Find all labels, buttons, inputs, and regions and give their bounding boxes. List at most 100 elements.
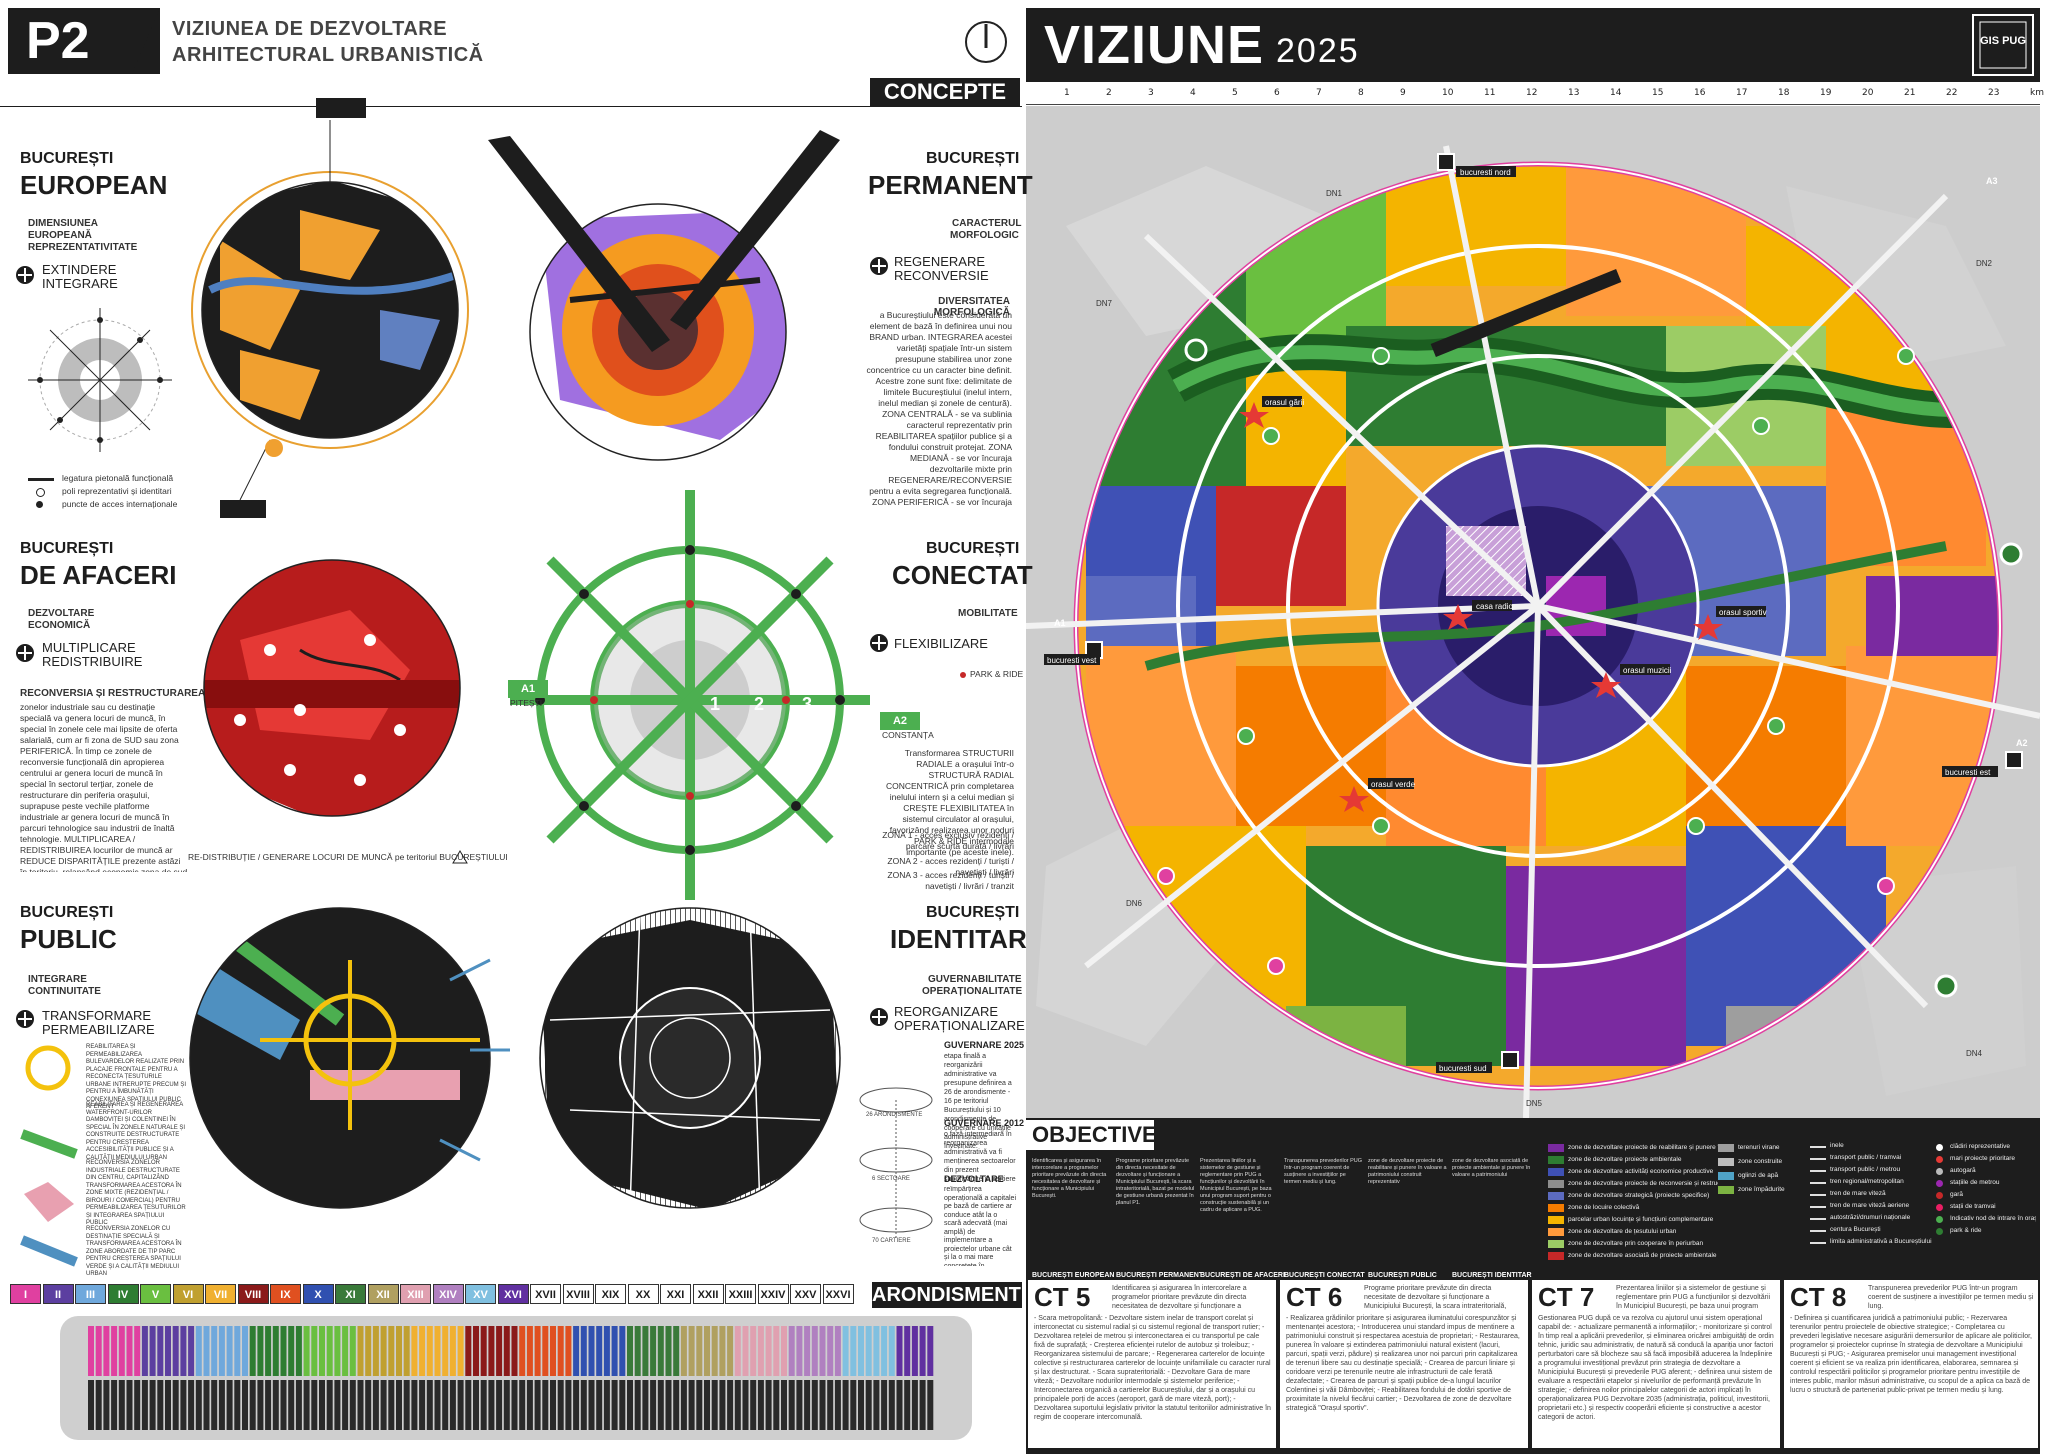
- ruler-tick: 5: [1232, 88, 1238, 98]
- map-label-casa-radio: casa radio: [1476, 602, 1513, 611]
- objective-title: OBJECTIVE: [1032, 1122, 1157, 1147]
- legend-text: autogară: [1950, 1167, 1976, 1174]
- cartier-stripe: [388, 1380, 395, 1430]
- arondisment-stripe: [896, 1326, 903, 1376]
- cartier-stripe: [365, 1380, 372, 1430]
- badge-corner: [132, 8, 160, 74]
- priority-project-stars: [1239, 402, 1723, 812]
- arondismente-title: ARONDISMENTE: [872, 1282, 1035, 1308]
- european-legend1: legatura pietonală funcțională: [62, 473, 174, 483]
- arondisment-stripe: [496, 1326, 503, 1376]
- legend-text: inele: [1830, 1142, 1844, 1149]
- arondisment-stripe: [819, 1326, 826, 1376]
- european-title: EUROPEAN: [20, 170, 168, 200]
- airport-runway: [1430, 269, 1622, 357]
- arondisment-stripe: [141, 1326, 148, 1376]
- arondisment-stripe: [927, 1326, 934, 1376]
- cartier-stripe: [657, 1380, 664, 1430]
- public-small-title: BUCUREȘTI: [20, 904, 114, 921]
- ruler-tick: 14: [1610, 88, 1622, 98]
- arondisment-stripe: [88, 1326, 94, 1376]
- legend-text: centura București: [1830, 1226, 1881, 1233]
- cartier-stripe: [473, 1380, 479, 1430]
- cartier-stripe: [704, 1380, 710, 1430]
- cartier-stripe: [811, 1380, 818, 1430]
- arondisment-swatch: VI: [172, 1284, 204, 1304]
- cartier-stripe: [134, 1380, 141, 1430]
- arondisment-stripe: [757, 1326, 764, 1376]
- afaceri-verb1: MULTIPLICARE: [42, 640, 136, 655]
- legend-text: Indicativ nod de intrare în oraș: [1950, 1215, 2036, 1222]
- header-subtitle-line1: VIZIUNEA DE DEZVOLTARE: [172, 18, 448, 40]
- legend-text: transport public / metrou: [1830, 1166, 1901, 1173]
- cartier-stripe: [480, 1380, 487, 1430]
- objective-group-label: BUCUREȘTI DE AFACERI: [1200, 1272, 1285, 1279]
- arondisment-stripe: [480, 1326, 487, 1376]
- afaceri-diagram: [203, 559, 461, 817]
- ruler-tick: 4: [1190, 88, 1196, 98]
- arondisment-stripe: [111, 1326, 118, 1376]
- arondisment-stripe: [188, 1326, 195, 1376]
- header-subtitle-line2: ARHITECTURAL URBANISTICĂ: [172, 44, 484, 66]
- arondisment-stripe: [211, 1326, 218, 1376]
- viziune-year: 2025: [1276, 32, 1360, 70]
- arondisment-stripe: [165, 1326, 171, 1376]
- cartier-stripe: [519, 1380, 526, 1430]
- label-constanta: CONSTANȚA: [882, 730, 934, 740]
- permanent-small-title: BUCUREȘTI: [926, 150, 1020, 167]
- cartier-stripe: [95, 1380, 102, 1430]
- cartier-stripe: [526, 1380, 533, 1430]
- map-label-est: bucuresti est: [1945, 768, 1991, 777]
- legend-swatch: [1548, 1180, 1564, 1188]
- objective-col: Programe prioritare prevăzute din direct…: [1116, 1158, 1195, 1206]
- cartier-stripe: [419, 1380, 426, 1430]
- arondisment-stripe: [765, 1326, 772, 1376]
- park-ride-label: PARK & RIDE: [970, 669, 1024, 679]
- legend-swatch: [1718, 1144, 1734, 1152]
- arondisment-swatch: XI: [335, 1284, 366, 1304]
- ruler-tick: 21: [1904, 88, 1916, 98]
- ruler-tick: 22: [1946, 88, 1958, 98]
- ruler-tick: 20: [1862, 88, 1874, 98]
- cartier-stripe: [457, 1380, 464, 1430]
- cartier-stripe: [550, 1380, 556, 1430]
- legend-text: zone de dezvoltare activități economice …: [1568, 1168, 1714, 1175]
- ruler-tick: 19: [1820, 88, 1832, 98]
- arondisment-stripe: [827, 1326, 834, 1376]
- identitar-verb2: OPERAȚIONALIZARE: [894, 1018, 1025, 1033]
- arondisment-swatch: IX: [270, 1284, 301, 1304]
- cartier-stripe: [103, 1380, 110, 1430]
- cartier-stripe: [688, 1380, 695, 1430]
- cartier-stripe: [634, 1380, 641, 1430]
- objective-col: Identificarea și asigurarea în intercore…: [1032, 1158, 1107, 1199]
- arondisment-swatch: XIX: [595, 1284, 626, 1304]
- cartier-stripe: [619, 1380, 626, 1430]
- legend-text: limita administrativă a Bucureștiului: [1830, 1238, 1932, 1245]
- identitar-small-title: BUCUREȘTI: [926, 904, 1020, 921]
- afaceri-title: DE AFACERI: [20, 560, 177, 590]
- objective-col: Transpunerea prevederilor PUG într-un pr…: [1284, 1158, 1363, 1185]
- cartier-stripe: [203, 1380, 210, 1430]
- arondisment-stripe: [904, 1326, 911, 1376]
- cartier-stripe: [680, 1380, 687, 1430]
- arondisment-stripe: [796, 1326, 803, 1376]
- cross-icon: [16, 266, 34, 284]
- arondisment-stripe: [888, 1326, 895, 1376]
- cartier-stripe: [742, 1380, 749, 1430]
- legend-text: zone de dezvoltare strategică (proiecte …: [1568, 1192, 1710, 1199]
- afaceri-small-title: BUCUREȘTI: [20, 540, 114, 557]
- road-a2: A2: [2016, 738, 2028, 748]
- arondisment-stripe: [696, 1326, 703, 1376]
- road-a1: A1: [1054, 618, 1066, 628]
- cartier-stripe: [727, 1380, 734, 1430]
- ct6-body: - Realizarea grădinilor prioritare și as…: [1286, 1315, 1520, 1412]
- divider: [0, 106, 1022, 107]
- ruler-tick: 15: [1652, 88, 1664, 98]
- cartier-stripe: [819, 1380, 826, 1430]
- ct5-body: - Scara metropolitană: - Dezvoltare sist…: [1034, 1315, 1271, 1421]
- european-small-title: BUCUREȘTI: [20, 150, 114, 167]
- arondisment-swatch: XXV: [790, 1284, 821, 1304]
- objective-group-label: BUCUREȘTI CONECTAT: [1284, 1272, 1365, 1279]
- cartier-stripe: [873, 1380, 880, 1430]
- cartier-stripe: [911, 1380, 918, 1430]
